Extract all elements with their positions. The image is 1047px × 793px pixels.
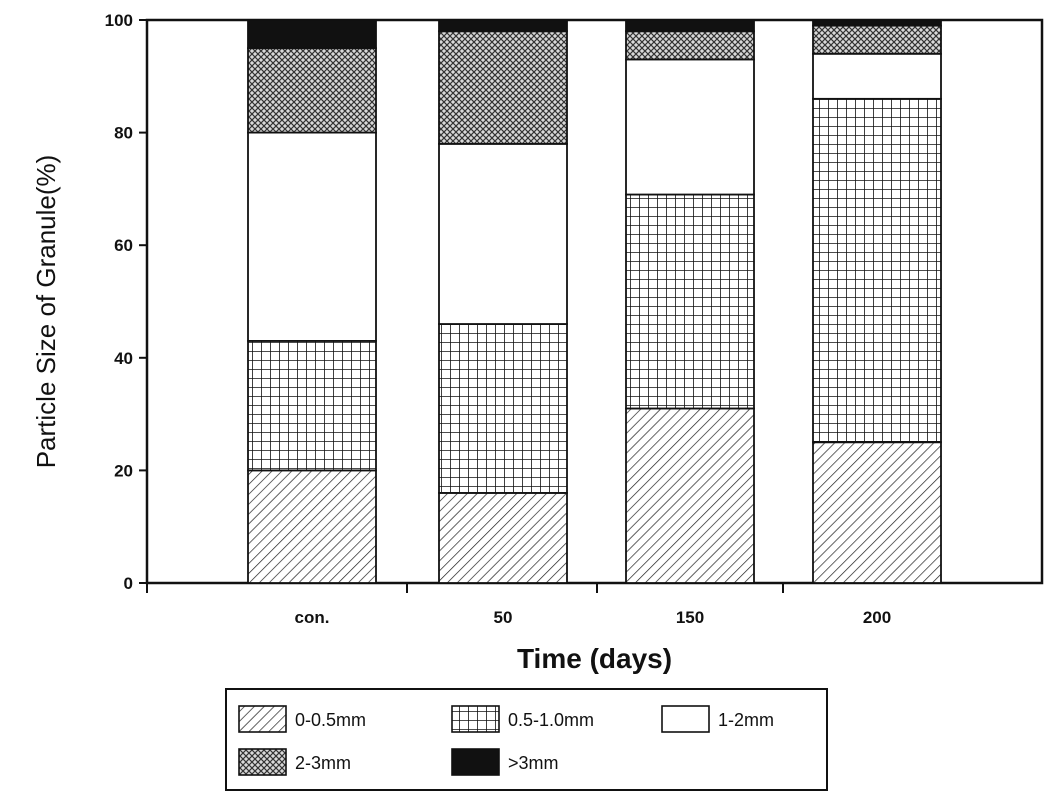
legend-swatch-1 xyxy=(451,705,500,733)
bar-segment-0-3 xyxy=(812,441,942,584)
legend-swatch-3 xyxy=(238,748,287,776)
x-tick-label: 50 xyxy=(494,608,513,627)
legend-box xyxy=(225,688,828,791)
bar-segment-4-1 xyxy=(438,19,568,33)
plot-frame xyxy=(145,18,1044,585)
bar-segment-1-3 xyxy=(812,97,942,444)
bar-segment-2-2 xyxy=(625,58,755,196)
bar-segment-3-1 xyxy=(438,30,568,145)
y-tick-label: 20 xyxy=(114,461,133,480)
bar-segment-2-1 xyxy=(438,142,568,325)
bar-segment-4-0 xyxy=(247,19,377,50)
y-tick-label: 0 xyxy=(124,574,133,593)
legend-swatch-0 xyxy=(238,705,287,733)
legend-label-4: >3mm xyxy=(508,753,559,773)
bar-segment-0-2 xyxy=(625,407,755,584)
legend-label-1: 0.5-1.0mm xyxy=(508,710,594,730)
legend-label-3: 2-3mm xyxy=(295,753,351,773)
legend-label-2: 1-2mm xyxy=(718,710,774,730)
bar-segment-1-0 xyxy=(247,340,377,472)
y-tick-label: 80 xyxy=(114,124,133,143)
bar-segment-3-0 xyxy=(247,47,377,134)
legend-swatch-2 xyxy=(661,705,710,733)
bar-segment-3-2 xyxy=(625,30,755,61)
bar-segment-2-3 xyxy=(812,52,942,100)
x-tick-label: 150 xyxy=(676,608,704,627)
bar-segment-0-0 xyxy=(247,469,377,584)
y-tick-label: 40 xyxy=(114,349,133,368)
bar-segment-4-3 xyxy=(812,19,942,27)
x-axis-title: Time (days) xyxy=(517,643,672,674)
x-tick-label: 200 xyxy=(863,608,891,627)
y-tick-label: 100 xyxy=(105,11,133,30)
y-axis-title: Particle Size of Granule(%) xyxy=(31,155,61,469)
bar-segment-1-2 xyxy=(625,193,755,410)
bar-segment-2-0 xyxy=(247,131,377,342)
legend-label-0: 0-0.5mm xyxy=(295,710,366,730)
bar-segment-0-1 xyxy=(438,492,568,584)
legend-swatch-4 xyxy=(451,748,500,776)
bar-segment-4-2 xyxy=(625,19,755,33)
y-tick-label: 60 xyxy=(114,236,133,255)
bar-segment-3-3 xyxy=(812,24,942,55)
x-tick-label: con. xyxy=(295,608,330,627)
bar-segment-1-1 xyxy=(438,323,568,494)
